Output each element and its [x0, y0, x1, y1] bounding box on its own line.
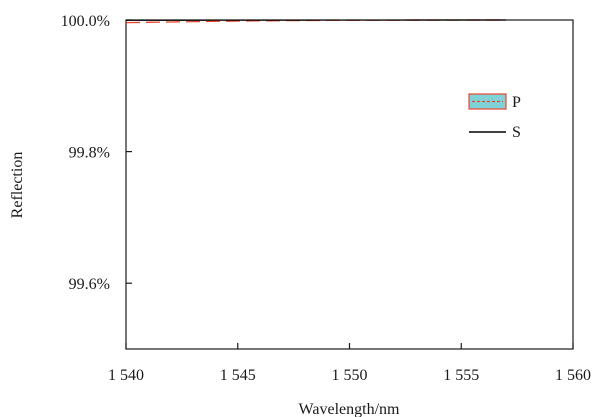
y-tick-label: 100.0%: [61, 13, 110, 30]
legend-entry-p: P: [468, 93, 521, 111]
x-tick-label: 1 560: [555, 367, 591, 384]
y-axis-title: Reflection: [9, 152, 26, 219]
x-tick-label: 1 550: [332, 367, 368, 384]
y-tick-label: 99.6%: [69, 276, 110, 293]
x-tick-label: 1 545: [220, 367, 256, 384]
y-tick-label: 99.8%: [69, 145, 110, 162]
x-tick-label: 1 540: [108, 367, 144, 384]
legend-entry-s: S: [469, 124, 521, 141]
legend-label-p: P: [512, 94, 521, 111]
x-tick-label: 1 555: [443, 367, 479, 384]
legend-label-s: S: [512, 124, 521, 141]
x-axis-ticks: 1 540 1 545 1 550 1 555 1 560: [108, 343, 591, 384]
y-axis-ticks: 99.6% 99.8% 100.0%: [61, 13, 132, 293]
plot-area-frame: [125, 19, 574, 350]
x-axis-title: Wavelength/nm: [299, 401, 400, 417]
series-layer: [125, 19, 506, 24]
legend: P S: [468, 93, 521, 141]
